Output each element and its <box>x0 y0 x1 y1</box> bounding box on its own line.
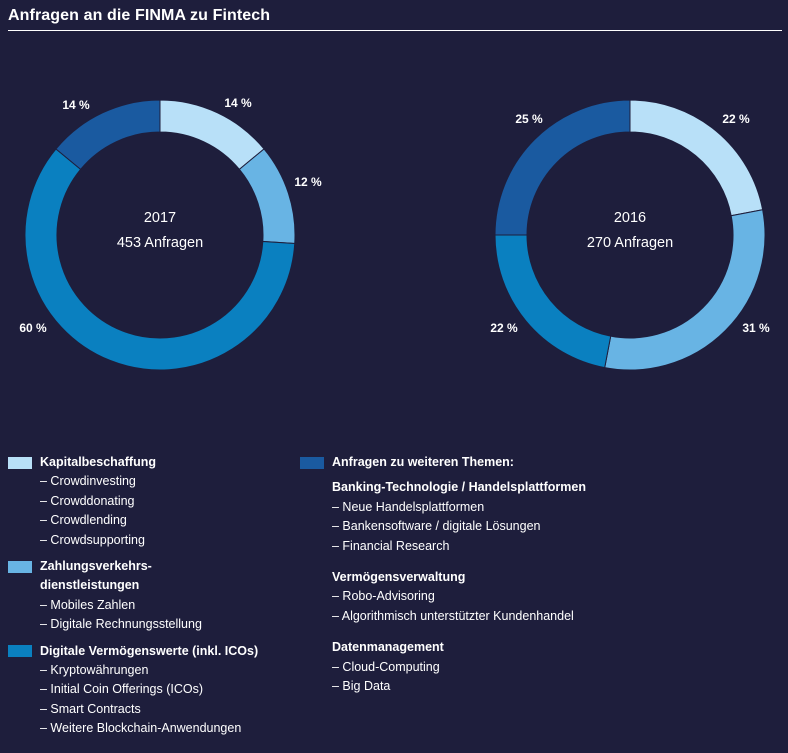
legend-subitem: – Big Data <box>332 679 391 694</box>
donut-slice <box>494 99 631 236</box>
legend-entry-head: Digitale Vermögenswerte (inkl. ICOs) <box>8 642 298 661</box>
donut-slice <box>24 148 296 371</box>
donut-center-year: 2017 <box>144 210 176 226</box>
slice-data-label: 31 % <box>742 321 770 335</box>
legend-subitem: – Smart Contracts <box>40 701 141 716</box>
slice-data-label: 22 % <box>490 321 518 335</box>
legend-swatch <box>8 645 32 658</box>
donut-center-count: 453 Anfragen <box>117 235 203 251</box>
legend-subitem: – Neue Handelsplattformen <box>332 499 485 514</box>
legend-subitem: – Algorithmisch unterstützter Kundenhand… <box>332 608 574 623</box>
slice-data-label: 12 % <box>294 175 322 189</box>
legend-category-label: Digitale Vermögenswerte (inkl. ICOs) <box>40 643 259 658</box>
legend-category-label: Anfragen zu weiteren Themen: <box>332 455 514 469</box>
legend-subitem: – Crowddonating <box>40 493 135 508</box>
legend-subitem: – Initial Coin Offerings (ICOs) <box>40 682 204 697</box>
legend-left: Kapitalbeschaffung – Crowdinvesting – Crow… <box>8 453 298 739</box>
donut-slice <box>494 234 612 369</box>
donut-center-count: 270 Anfragen <box>587 235 673 251</box>
legend-subitem: – Weitere Blockchain-Anwendungen <box>40 721 242 736</box>
donut-slice <box>55 99 161 171</box>
donut-slice <box>238 148 296 245</box>
title-divider <box>8 30 782 31</box>
legend-category-label: dienstleistungen <box>40 578 140 593</box>
legend-swatch <box>8 456 32 469</box>
slice-data-label: 14 % <box>62 98 90 112</box>
donut-slice <box>604 209 766 371</box>
legend-group: Banking-Technologie / Handelsplattformen… <box>300 478 780 556</box>
legend-subitem: – Mobiles Zahlen <box>40 597 136 612</box>
legend-subitem: – Kryptowährungen <box>40 663 149 678</box>
legend-entry: Kapitalbeschaffung – Crowdinvesting – Crow… <box>8 453 298 550</box>
legend-right: Anfragen zu weiteren Themen: Banking-Tech… <box>300 453 780 696</box>
donut-center-year: 2016 <box>614 210 646 226</box>
slice-data-label: 25 % <box>515 112 543 126</box>
legend-subitem: – Digitale Rechnungsstellung <box>40 617 202 632</box>
slice-data-label: 60 % <box>19 321 47 335</box>
donut-slice <box>159 99 265 171</box>
legend-group-title: Datenmanagement <box>332 640 444 655</box>
legend-swatch <box>300 456 324 469</box>
slice-data-label: 22 % <box>722 112 750 126</box>
legend-entry-head: Zahlungsverkehrs- <box>8 557 298 576</box>
page-title: Anfragen an die FINMA zu Fintech <box>8 7 271 24</box>
legend-group-title: Vermögensverwaltung <box>332 570 466 585</box>
legend-subitem: – Cloud-Computing <box>332 659 440 674</box>
legend-group: Datenmanagement – Cloud-Computing – Big Da… <box>300 638 780 696</box>
slice-data-label: 14 % <box>224 96 252 110</box>
legend-subitem: – Crowdlending <box>40 513 127 528</box>
legend-subitem: – Crowdsupporting <box>40 532 145 547</box>
legend-category-label: Kapitalbeschaffung <box>40 455 156 469</box>
legend-group-title: Banking-Technologie / Handelsplattformen <box>332 480 586 495</box>
legend-subitem: – Robo-Advisoring <box>332 589 435 604</box>
legend-subitem: – Financial Research <box>332 538 450 553</box>
legend-swatch <box>8 560 32 573</box>
donut-charts: 14 % 12 % 60 % 14 % 2017 453 Anfragen 22 % 31 %… <box>19 96 770 371</box>
legend-entry: Digitale Vermögenswerte (inkl. ICOs) – Kr… <box>8 642 298 739</box>
legend-group: Vermögensverwaltung – Robo-Advisoring – Al… <box>300 568 780 626</box>
legend-entry-head: Anfragen zu weiteren Themen: <box>300 453 780 472</box>
legend-category-label: Zahlungsverkehrs- <box>40 559 152 574</box>
legend-entry: Zahlungsverkehrs-dienstleistungen – Mobil… <box>8 557 298 635</box>
legend-entry-head: Kapitalbeschaffung <box>8 453 298 472</box>
legend-subitem: – Bankensoftware / digitale Lösungen <box>332 519 541 534</box>
legend-subitem: – Crowdinvesting <box>40 474 136 489</box>
